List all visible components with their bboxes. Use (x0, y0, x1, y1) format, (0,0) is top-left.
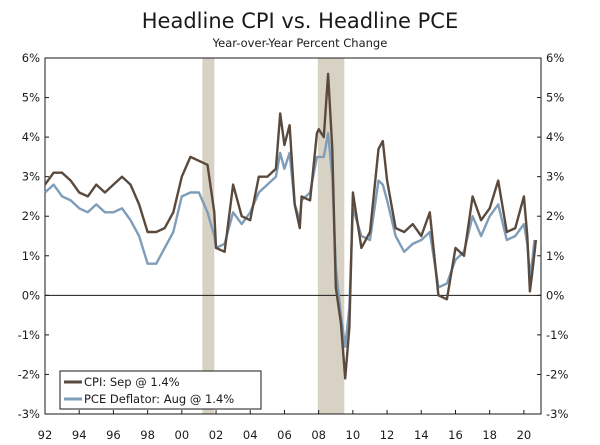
y-tick-label-right: 4% (546, 130, 564, 144)
y-tick-label-left: 4% (22, 130, 40, 144)
y-tick-label-right: 5% (546, 91, 564, 105)
legend: CPI: Sep @ 1.4% PCE Deflator: Aug @ 1.4% (59, 370, 262, 410)
y-tick-label-left: -2% (18, 367, 40, 381)
x-tick-label: 98 (140, 428, 155, 442)
x-tick-label: 16 (448, 428, 463, 442)
x-tick-label: 12 (380, 428, 395, 442)
y-tick-label-left: -1% (18, 328, 40, 342)
chart-subtitle: Year-over-Year Percent Change (212, 36, 388, 50)
y-tick-label-right: -3% (546, 407, 568, 421)
plot-frame (44, 57, 542, 415)
tick-labels: 6% 6% 5% 5% 4% 4% 3% 3% 2% 2% 1% 1% 0% 0% -1% -1% -2% -2%… (18, 51, 569, 442)
series (44, 72, 538, 380)
x-tick-label: 06 (277, 428, 292, 442)
pce-line (44, 132, 536, 348)
y-tick-label-right: -2% (546, 367, 568, 381)
y-tick-label-left: 0% (22, 288, 40, 302)
y-tick-label-left: 3% (22, 170, 40, 184)
x-tick-label: 94 (72, 428, 87, 442)
y-tick-label-right: 1% (546, 249, 564, 263)
x-tick-label: 20 (517, 428, 532, 442)
x-tick-label: 92 (38, 428, 53, 442)
legend-box (59, 370, 262, 410)
chart-title: Headline CPI vs. Headline PCE (142, 9, 458, 33)
x-tick-label: 96 (106, 428, 121, 442)
y-tick-label-left: 6% (22, 51, 40, 65)
y-tick-label-left: 1% (22, 249, 40, 263)
cpi-line (44, 72, 538, 380)
y-tick-label-right: 3% (546, 170, 564, 184)
recession-shading (202, 58, 345, 414)
x-tick-label: 14 (414, 428, 429, 442)
x-tick-label: 00 (175, 428, 190, 442)
legend-cpi-label: CPI: Sep @ 1.4% (84, 375, 180, 389)
x-tick-label: 10 (346, 428, 361, 442)
legend-pce-label: PCE Deflator: Aug @ 1.4% (84, 392, 234, 406)
y-tick-label-right: -1% (546, 328, 568, 342)
x-tick-label: 18 (482, 428, 497, 442)
x-tick-label: 08 (311, 428, 326, 442)
recession-band-1 (202, 58, 215, 414)
y-tick-label-right: 2% (546, 209, 564, 223)
y-tick-label-left: -3% (18, 407, 40, 421)
x-tick-label: 02 (209, 428, 224, 442)
x-tick-label: 04 (243, 428, 258, 442)
y-tick-label-right: 0% (546, 288, 564, 302)
y-tick-label-right: 6% (546, 51, 564, 65)
axes (44, 57, 542, 415)
y-tick-label-left: 5% (22, 91, 40, 105)
y-tick-label-left: 2% (22, 209, 40, 223)
